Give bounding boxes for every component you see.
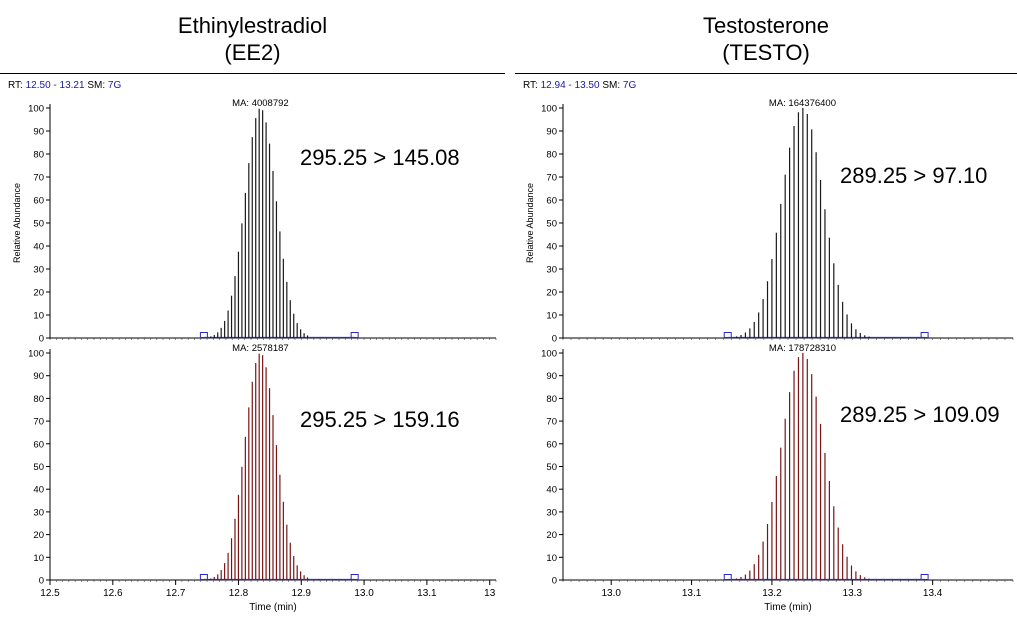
y-tick-label: 10 [33, 553, 44, 564]
baseline-marker [723, 574, 732, 580]
y-tick-label: 30 [33, 265, 44, 276]
y-tick-label: 70 [546, 173, 557, 184]
panel-ee2: Ethinylestradiol (EE2) RT: 12.50 - 13.21… [0, 0, 505, 619]
y-tick-label: 40 [33, 485, 44, 496]
sm-value: 7G [622, 80, 637, 91]
y-tick-label: 30 [546, 265, 557, 276]
y-tick-label: 20 [546, 530, 557, 541]
rt-label: RT: [8, 80, 23, 91]
title-divider [0, 73, 505, 74]
y-tick-label: 40 [546, 242, 557, 253]
compound-abbrev: (EE2) [224, 40, 281, 65]
panel-title: Ethinylestradiol (EE2) [0, 12, 505, 66]
baseline-marker [199, 332, 208, 338]
x-tick-label: 12.5 [40, 588, 60, 599]
scan-header: RT: 12.50 - 13.21 SM: 7G [8, 80, 121, 91]
y-tick-label: 70 [33, 417, 44, 428]
y-tick-label: 90 [33, 371, 44, 382]
baseline-marker [723, 332, 732, 338]
y-tick-label: 100 [28, 349, 44, 360]
y-axis-label: Relative Abundance [12, 183, 22, 263]
baseline-marker [199, 574, 208, 580]
y-tick-label: 80 [33, 394, 44, 405]
x-tick-label: 12.9 [292, 588, 312, 599]
baseline-marker [350, 574, 359, 580]
ma-label: MA: 4008792 [232, 98, 289, 109]
x-tick-label: 13.1 [417, 588, 437, 599]
y-tick-label: 0 [552, 334, 557, 345]
x-tick-label: 13 [484, 588, 496, 599]
y-tick-label: 10 [33, 311, 44, 322]
y-tick-label: 80 [33, 150, 44, 161]
y-tick-label: 100 [541, 349, 557, 360]
baseline-marker [920, 574, 929, 580]
y-tick-label: 60 [546, 196, 557, 207]
y-tick-label: 60 [33, 439, 44, 450]
y-tick-label: 30 [546, 507, 557, 518]
y-tick-label: 100 [28, 104, 44, 115]
y-tick-label: 70 [33, 173, 44, 184]
compound-abbrev: (TESTO) [722, 40, 810, 65]
y-tick-label: 40 [546, 485, 557, 496]
y-tick-label: 30 [33, 507, 44, 518]
y-tick-label: 20 [546, 288, 557, 299]
ma-label: MA: 164376400 [769, 98, 836, 109]
baseline-marker [920, 332, 929, 338]
title-divider [515, 73, 1017, 74]
y-tick-label: 70 [546, 417, 557, 428]
y-axis-label: Relative Abundance [525, 183, 535, 263]
x-tick-label: 13.3 [843, 588, 863, 599]
y-tick-label: 50 [33, 219, 44, 230]
sm-label: SM: [87, 80, 106, 91]
panel-title: Testosterone (TESTO) [515, 12, 1017, 66]
y-tick-label: 10 [546, 311, 557, 322]
x-axis-label: Time (min) [249, 602, 296, 613]
y-tick-label: 40 [33, 242, 44, 253]
x-tick-label: 12.6 [103, 588, 123, 599]
x-tick-label: 13.4 [923, 588, 943, 599]
y-tick-label: 0 [39, 576, 44, 587]
y-tick-label: 60 [546, 439, 557, 450]
y-tick-label: 20 [33, 288, 44, 299]
rt-range: 12.94 - 13.50 [540, 80, 600, 91]
x-tick-label: 13.2 [762, 588, 782, 599]
y-tick-label: 50 [546, 219, 557, 230]
x-tick-label: 13.0 [601, 588, 621, 599]
x-tick-label: 13.1 [682, 588, 702, 599]
y-tick-label: 50 [33, 462, 44, 473]
y-tick-label: 60 [33, 196, 44, 207]
transition-label: 289.25 > 109.09 [840, 402, 1000, 427]
y-tick-label: 90 [546, 127, 557, 138]
y-tick-label: 80 [546, 150, 557, 161]
transition-label: 295.25 > 145.08 [300, 145, 460, 170]
transition-label: 295.25 > 159.16 [300, 407, 460, 432]
y-tick-label: 50 [546, 462, 557, 473]
sm-label: SM: [602, 80, 621, 91]
transition-label: 289.25 > 97.10 [840, 163, 987, 188]
scan-header: RT: 12.94 - 13.50 SM: 7G [523, 80, 636, 91]
y-tick-label: 100 [541, 104, 557, 115]
ma-label: MA: 178728310 [769, 343, 836, 354]
x-tick-label: 13.0 [354, 588, 374, 599]
baseline-marker [350, 332, 359, 338]
y-tick-label: 10 [546, 553, 557, 564]
compound-name: Testosterone [703, 13, 829, 38]
y-tick-label: 90 [546, 371, 557, 382]
panel-testo: Testosterone (TESTO) RT: 12.94 - 13.50 S… [515, 0, 1017, 619]
y-tick-label: 0 [39, 334, 44, 345]
x-axis-label: Time (min) [764, 602, 811, 613]
x-tick-label: 12.7 [166, 588, 186, 599]
rt-range: 12.50 - 13.21 [25, 80, 85, 91]
compound-name: Ethinylestradiol [177, 13, 328, 38]
sm-value: 7G [107, 80, 122, 91]
y-tick-label: 80 [546, 394, 557, 405]
y-tick-label: 90 [33, 127, 44, 138]
rt-label: RT: [523, 80, 538, 91]
y-tick-label: 20 [33, 530, 44, 541]
ma-label: MA: 2578187 [232, 343, 289, 354]
y-tick-label: 0 [552, 576, 557, 587]
x-tick-label: 12.8 [229, 588, 249, 599]
